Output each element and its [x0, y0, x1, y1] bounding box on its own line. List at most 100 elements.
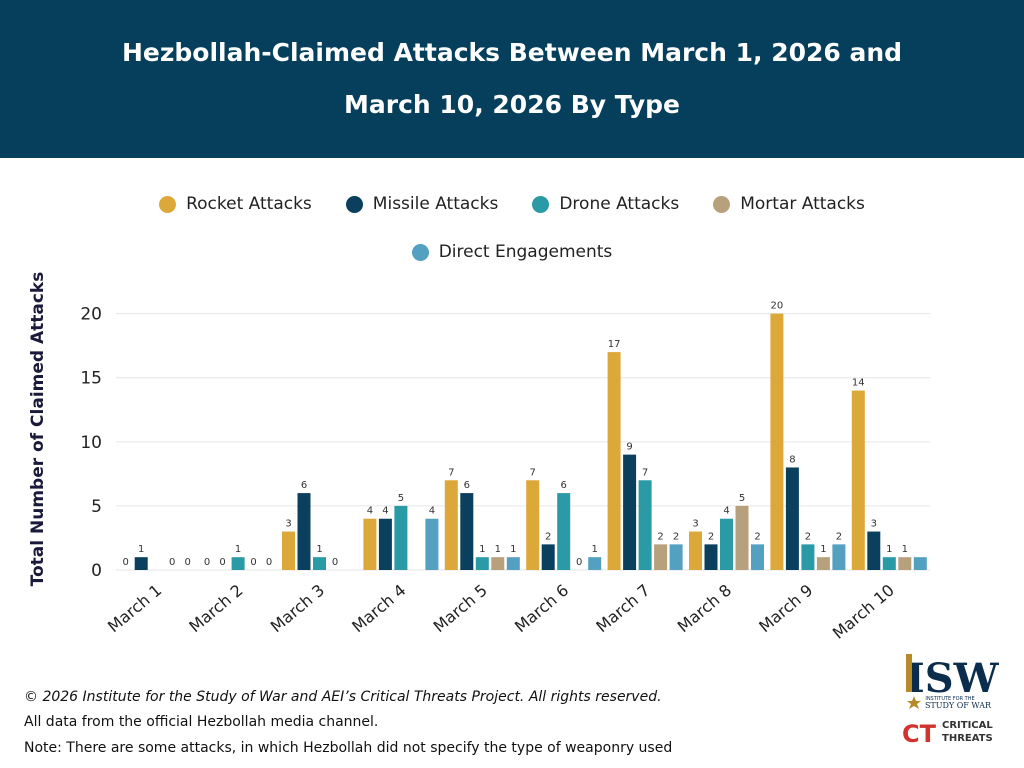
isw-subtitle-1: INSTITUTE FOR THE	[925, 696, 974, 702]
data-label: 5	[739, 493, 745, 504]
data-label: 6	[561, 480, 567, 491]
x-tick-label: March 10	[829, 581, 898, 643]
data-label: 17	[608, 339, 621, 350]
bar	[785, 467, 799, 570]
bar	[444, 480, 458, 570]
x-tick-label: March 2	[185, 581, 246, 637]
y-tick-label: 15	[80, 369, 102, 389]
bar	[231, 557, 245, 570]
x-tick-label: March 5	[430, 581, 491, 637]
bar	[669, 544, 683, 570]
data-label: 2	[805, 531, 811, 542]
data-label: 2	[657, 531, 663, 542]
bar	[801, 544, 815, 570]
legend-label-drone: Drone Attacks	[559, 194, 680, 214]
legend-swatch-rocket	[159, 195, 177, 213]
bar	[313, 557, 326, 570]
bar	[134, 557, 148, 570]
data-label: 1	[592, 544, 598, 555]
data-label: 14	[852, 378, 865, 389]
legend-row-2: Direct Engagements	[0, 242, 1024, 262]
data-label: 2	[708, 531, 714, 542]
data-label: 1	[886, 544, 892, 555]
data-label: 0	[185, 557, 191, 568]
bar	[638, 480, 652, 570]
bar	[816, 557, 830, 570]
data-label: 1	[316, 544, 322, 555]
bar	[394, 505, 408, 570]
bar	[378, 518, 392, 570]
ct-logo-text-2: THREATS	[942, 733, 993, 744]
x-tick-label: March 8	[674, 581, 735, 637]
data-label: 4	[723, 506, 729, 517]
data-label: 2	[836, 531, 842, 542]
legend-item-missile: Missile Attacks	[345, 194, 499, 214]
isw-logo-text: ISW	[906, 655, 1000, 702]
bar	[282, 531, 295, 570]
x-tick-label: March 3	[267, 581, 328, 637]
bar	[898, 557, 912, 570]
data-label: 0	[123, 557, 129, 568]
x-tick-label: March 7	[592, 581, 653, 637]
data-label: 20	[771, 301, 784, 312]
data-label: 2	[754, 531, 760, 542]
data-label: 7	[530, 467, 536, 478]
bar	[689, 531, 702, 570]
bar	[913, 557, 927, 570]
y-tick-label: 20	[80, 305, 102, 325]
data-label: 2	[673, 531, 679, 542]
ct-logo-mark: CT	[902, 720, 937, 748]
data-label: 6	[464, 480, 470, 491]
data-label: 3	[692, 519, 698, 530]
data-label: 2	[545, 531, 551, 542]
legend-label-missile: Missile Attacks	[372, 194, 499, 214]
data-label: 0	[250, 557, 256, 568]
data-label: 0	[332, 557, 338, 568]
bar	[832, 544, 846, 570]
bar	[654, 544, 668, 570]
isw-star-icon	[907, 696, 921, 709]
data-label: 4	[429, 506, 435, 517]
legend-row-1: Rocket Attacks Missile Attacks Drone Att…	[0, 194, 1024, 214]
y-tick-label: 10	[80, 433, 102, 453]
bar	[751, 544, 764, 570]
legend-label-rocket: Rocket Attacks	[186, 194, 312, 214]
footer-copyright: © 2026 Institute for the Study of War an…	[24, 689, 662, 705]
bar	[491, 557, 505, 570]
bar	[363, 518, 377, 570]
legend-label-mortar: Mortar Attacks	[740, 194, 865, 214]
data-label: 3	[285, 519, 291, 530]
data-label: 0	[576, 557, 582, 568]
footer-note: Note: There are some attacks, in which H…	[24, 740, 673, 756]
legend-item-mortar: Mortar Attacks	[713, 194, 865, 214]
x-tick-label: March 4	[348, 581, 409, 637]
logos: ISW INSTITUTE FOR THE STUDY OF WAR CT CR…	[898, 652, 1010, 753]
bar	[623, 454, 637, 570]
bar	[720, 518, 733, 570]
x-tick-label: March 6	[511, 581, 572, 637]
data-label: 1	[820, 544, 826, 555]
data-label: 4	[382, 506, 388, 517]
chart-title-line-2: March 10, 2026 By Type	[344, 90, 680, 119]
bar	[460, 493, 474, 570]
bar	[557, 493, 571, 570]
bar	[882, 557, 896, 570]
x-tick-label: March 9	[755, 581, 816, 637]
data-label: 1	[235, 544, 241, 555]
legend-swatch-drone	[532, 195, 550, 213]
legend-item-rocket: Rocket Attacks	[159, 194, 312, 214]
legend-item-drone: Drone Attacks	[532, 194, 679, 214]
bar	[475, 557, 489, 570]
bar	[526, 480, 540, 570]
footer-source: All data from the official Hezbollah med…	[24, 714, 379, 730]
bar	[735, 505, 749, 570]
bar	[297, 493, 311, 570]
legend-swatch-mortar	[713, 195, 731, 213]
y-axis-label: Total Number of Claimed Attacks	[28, 272, 48, 587]
data-label: 3	[871, 519, 877, 530]
isw-logo-bar	[906, 654, 912, 692]
chart-header: Hezbollah-Claimed Attacks Between March …	[0, 0, 1024, 158]
data-label: 0	[204, 557, 210, 568]
bar	[851, 390, 865, 570]
